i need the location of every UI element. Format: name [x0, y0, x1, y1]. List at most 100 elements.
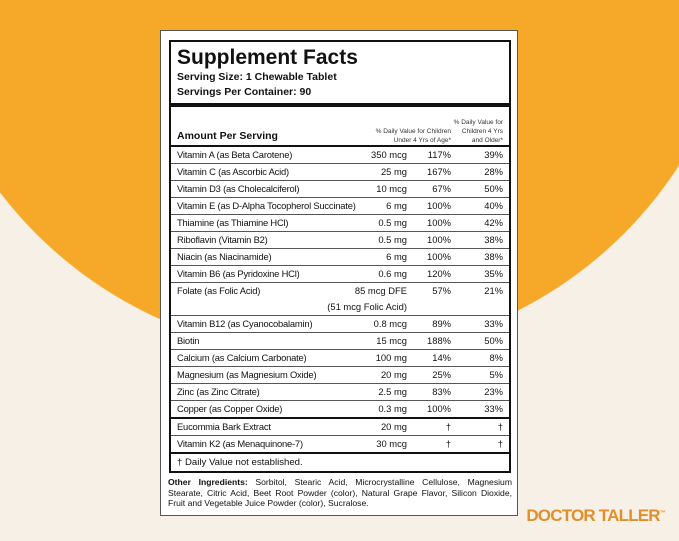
nutrient-row: Calcium (as Calcium Carbonate) 100 mg 14% 8…: [171, 350, 509, 367]
amount: 0.6 mg: [378, 268, 407, 279]
divider: [171, 103, 509, 107]
dv-4plus: 50%: [484, 335, 503, 346]
dv-under4: 89%: [432, 318, 451, 329]
nutrient-name: Eucommia Bark Extract: [177, 421, 271, 432]
dv-under4: †: [445, 421, 451, 432]
amount: 100 mg: [375, 352, 407, 363]
amount: 25 mg: [380, 166, 407, 177]
nutrient-row: Vitamin E (as D-Alpha Tocopherol Succina…: [171, 198, 509, 215]
dv-4plus: 33%: [484, 318, 503, 329]
dv-4plus-header: % Daily Value for Children 4 Yrs and Old…: [453, 119, 503, 144]
amount: 20 mg: [380, 369, 407, 380]
nutrient-row: Folate (as Folic Acid) 85 mcg DFE (51 mcg …: [171, 283, 509, 316]
servings-per-container: Servings Per Container: 90: [177, 86, 312, 98]
dv-4plus: 23%: [484, 386, 503, 397]
nutrient-name: Zinc (as Zinc Citrate): [177, 386, 260, 397]
dv-under4: 67%: [432, 183, 451, 194]
dv-4plus: 42%: [484, 217, 503, 228]
dv-4plus: 33%: [484, 403, 503, 414]
nutrient-row: Vitamin C (as Ascorbic Acid) 25 mg 167% 28%: [171, 164, 509, 181]
footnote: † Daily Value not established.: [177, 457, 303, 468]
nutrient-name: Calcium (as Calcium Carbonate): [177, 352, 307, 363]
dv-under4: 117%: [427, 149, 451, 160]
nutrient-name: Vitamin A (as Beta Carotene): [177, 149, 293, 160]
nutrient-row: Vitamin B12 (as Cyanocobalamin) 0.8 mcg 89…: [171, 316, 509, 333]
trademark: ™: [659, 510, 666, 517]
amount: 15 mcg: [376, 335, 407, 346]
nutrient-name: Folate (as Folic Acid): [177, 285, 261, 296]
dv-under4: 100%: [427, 200, 451, 211]
dv-4plus: 35%: [484, 268, 503, 279]
dv-4plus: 8%: [489, 352, 503, 363]
nutrient-name: Riboflavin (Vitamin B2): [177, 234, 268, 245]
amount: 0.5 mg: [378, 217, 407, 228]
dv-4plus: 38%: [484, 251, 503, 262]
dv-4plus: 38%: [484, 234, 503, 245]
dv-4plus: 50%: [484, 183, 503, 194]
nutrient-name: Vitamin B12 (as Cyanocobalamin): [177, 318, 313, 329]
nutrient-row: Zinc (as Zinc Citrate) 2.5 mg 83% 23%: [171, 384, 509, 401]
nutrient-row: Vitamin B6 (as Pyridoxine HCl) 0.6 mg 120%…: [171, 266, 509, 283]
dv-under4: 167%: [427, 166, 451, 177]
amount-per-serving-header: Amount Per Serving: [177, 130, 278, 142]
nutrient-rows: Vitamin A (as Beta Carotene) 350 mcg 117% 3…: [171, 147, 509, 454]
other-ingredients: Other Ingredients: Sorbitol, Stearic Aci…: [168, 477, 512, 509]
nutrient-name: Vitamin C (as Ascorbic Acid): [177, 166, 289, 177]
other-ingredients-text: Sorbitol, Stearic Acid, Microcrystalline…: [168, 477, 512, 509]
dv-4plus: 5%: [489, 369, 503, 380]
serving-size: Serving Size: 1 Chewable Tablet: [177, 71, 337, 83]
nutrient-name: Thiamine (as Thiamine HCl): [177, 217, 289, 228]
nutrient-name: Copper (as Copper Oxide): [177, 403, 283, 414]
amount-line-2: (51 mcg Folic Acid): [327, 301, 407, 312]
other-ingredients-label: Other Ingredients:: [168, 477, 248, 487]
amount: 6 mg: [386, 200, 407, 211]
dv-under4: †: [445, 438, 451, 449]
dv-under4: 120%: [427, 268, 451, 279]
brand-name: DOCTOR TALLER: [526, 506, 660, 525]
brand-logo: DOCTOR TALLER™: [526, 506, 666, 526]
nutrient-row: Biotin 15 mcg 188% 50%: [171, 333, 509, 350]
dv-4plus: 21%: [484, 285, 503, 296]
amount: 0.8 mcg: [373, 318, 407, 329]
dv-4plus: †: [497, 438, 503, 449]
dv-4plus: †: [497, 421, 503, 432]
dv-under4: 83%: [432, 386, 451, 397]
amount: 20 mg: [380, 421, 407, 432]
supplement-facts-label: Supplement Facts Serving Size: 1 Chewabl…: [160, 30, 518, 516]
dv-4plus: 39%: [484, 149, 503, 160]
dv-under4: 100%: [427, 217, 451, 228]
nutrient-name: Magnesium (as Magnesium Oxide): [177, 369, 317, 380]
dv-under4: 100%: [427, 234, 451, 245]
dv-4plus: 28%: [484, 166, 503, 177]
dv-under4: 100%: [427, 403, 451, 414]
nutrient-name: Vitamin E (as D-Alpha Tocopherol Succina…: [177, 200, 356, 211]
nutrient-row: Niacin (as Niacinamide) 6 mg 100% 38%: [171, 249, 509, 266]
nutrient-name: Biotin: [177, 335, 200, 346]
amount: 0.3 mg: [378, 403, 407, 414]
amount: 0.5 mg: [378, 234, 407, 245]
nutrient-name: Vitamin B6 (as Pyridoxine HCl): [177, 268, 300, 279]
amount: 10 mcg: [376, 183, 407, 194]
nutrient-name: Vitamin K2 (as Menaquinone-7): [177, 438, 303, 449]
table-header: Amount Per Serving % Daily Value for Chi…: [171, 107, 509, 147]
nutrient-row: Magnesium (as Magnesium Oxide) 20 mg 25% 5%: [171, 367, 509, 384]
nutrient-row: Copper (as Copper Oxide) 0.3 mg 100% 33%: [171, 401, 509, 419]
amount: 30 mcg: [376, 438, 407, 449]
nutrient-name: Vitamin D3 (as Cholecalciferol): [177, 183, 300, 194]
facts-box: Supplement Facts Serving Size: 1 Chewabl…: [169, 40, 511, 473]
dv-4plus: 40%: [484, 200, 503, 211]
nutrient-row: Riboflavin (Vitamin B2) 0.5 mg 100% 38%: [171, 232, 509, 249]
dv-under4: 25%: [432, 369, 451, 380]
dv-under4: 188%: [427, 335, 451, 346]
title: Supplement Facts: [177, 46, 358, 69]
dv-under4: 14%: [432, 352, 451, 363]
amount-line-1: 85 mcg DFE: [354, 285, 407, 296]
amount: 6 mg: [386, 251, 407, 262]
amount: 85 mcg DFE (51 mcg Folic Acid): [327, 283, 407, 315]
amount: 350 mcg: [371, 149, 407, 160]
nutrient-name: Niacin (as Niacinamide): [177, 251, 272, 262]
nutrient-row: Vitamin K2 (as Menaquinone-7) 30 mcg † †: [171, 436, 509, 454]
dv-under4: 100%: [427, 251, 451, 262]
nutrient-row: Thiamine (as Thiamine HCl) 0.5 mg 100% 42%: [171, 215, 509, 232]
dv-under4-header: % Daily Value for Children Under 4 Yrs o…: [375, 128, 451, 144]
